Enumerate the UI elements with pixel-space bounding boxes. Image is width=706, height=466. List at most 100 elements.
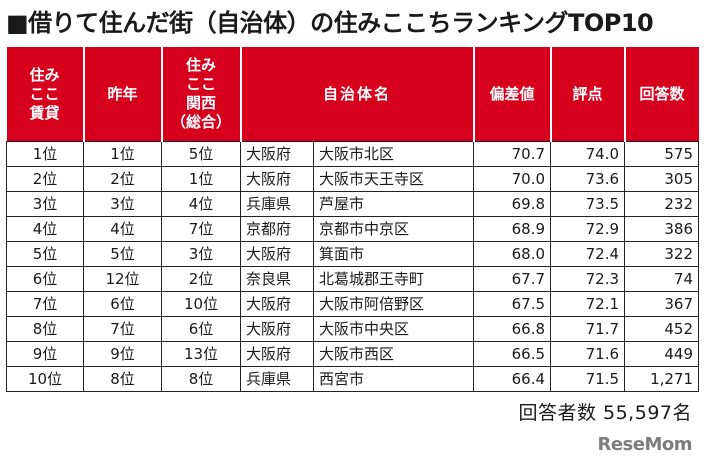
table-row: 9位 9位 13位 大阪府 大阪市西区 66.5 71.6 449 — [6, 341, 700, 367]
responses-cell: 74 — [624, 266, 700, 292]
score-cell: 72.4 — [550, 241, 626, 267]
responses-cell: 305 — [624, 166, 700, 192]
rank-cell: 1位 — [6, 141, 84, 167]
prefecture-cell: 大阪府 — [240, 166, 314, 192]
header-rank-rent: 住み ここ 賃貸 — [6, 47, 84, 142]
table-row: 2位 2位 1位 大阪府 大阪市天王寺区 70.0 73.6 305 — [6, 166, 700, 192]
resemom-logo: ReseMom — [597, 434, 692, 455]
prev-year-cell: 4位 — [83, 216, 162, 242]
rank-cell: 6位 — [6, 266, 84, 292]
deviation-cell: 70.0 — [473, 166, 552, 192]
table-row: 7位 6位 10位 大阪府 大阪市阿倍野区 67.5 72.1 367 — [6, 291, 700, 317]
deviation-cell: 66.5 — [473, 341, 552, 367]
prefecture-cell: 大阪府 — [240, 141, 314, 167]
responses-cell: 386 — [624, 216, 700, 242]
responses-cell: 575 — [624, 141, 700, 167]
prefecture-cell: 兵庫県 — [240, 191, 314, 217]
city-cell: 箕面市 — [312, 241, 475, 267]
table-row: 10位 8位 8位 兵庫県 西宮市 66.4 71.5 1,271 — [6, 366, 700, 392]
table-header-row: 住み ここ 賃貸 昨年 住み ここ 関西 （総合） 自治体名 偏差値 評点 — [6, 47, 699, 142]
prev-year-cell: 12位 — [83, 266, 162, 292]
prefecture-cell: 大阪府 — [240, 291, 314, 317]
deviation-cell: 66.8 — [473, 316, 552, 342]
city-cell: 北葛城郡王寺町 — [312, 266, 475, 292]
score-cell: 72.3 — [550, 266, 626, 292]
prefecture-cell: 兵庫県 — [240, 366, 314, 392]
prefecture-cell: 奈良県 — [240, 266, 314, 292]
table-row: 4位 4位 7位 京都府 京都市中京区 68.9 72.9 386 — [6, 216, 700, 242]
header-score: 評点 — [549, 47, 625, 142]
city-cell: 大阪市中央区 — [312, 316, 475, 342]
prev-year-cell: 6位 — [83, 291, 162, 317]
prefecture-cell: 大阪府 — [240, 341, 314, 367]
prev-year-cell: 9位 — [83, 341, 162, 367]
prefecture-cell: 京都府 — [240, 216, 314, 242]
kansai-rank-cell: 4位 — [161, 191, 241, 217]
header-responses: 回答数 — [623, 47, 699, 142]
prefecture-cell: 大阪府 — [240, 241, 314, 267]
kansai-rank-cell: 13位 — [161, 341, 241, 367]
city-cell: 芦屋市 — [312, 191, 475, 217]
ranking-table: 住み ここ 賃貸 昨年 住み ここ 関西 （総合） 自治体名 偏差値 評点 — [6, 47, 700, 392]
prefecture-cell: 大阪府 — [240, 316, 314, 342]
table-row: 6位 12位 2位 奈良県 北葛城郡王寺町 67.7 72.3 74 — [6, 266, 700, 292]
kansai-rank-cell: 3位 — [161, 241, 241, 267]
deviation-cell: 70.7 — [473, 141, 552, 167]
kansai-rank-cell: 1位 — [161, 166, 241, 192]
rank-cell: 9位 — [6, 341, 84, 367]
kansai-rank-cell: 10位 — [161, 291, 241, 317]
deviation-cell: 67.5 — [473, 291, 552, 317]
header-rank-kansai: 住み ここ 関西 （総合） — [160, 47, 241, 142]
table-row: 8位 7位 6位 大阪府 大阪市中央区 66.8 71.7 452 — [6, 316, 700, 342]
prev-year-cell: 5位 — [83, 241, 162, 267]
kansai-rank-cell: 5位 — [161, 141, 241, 167]
prev-year-cell: 8位 — [83, 366, 162, 392]
rank-cell: 2位 — [6, 166, 84, 192]
responses-cell: 367 — [624, 291, 700, 317]
score-cell: 73.5 — [550, 191, 626, 217]
city-cell: 大阪市天王寺区 — [312, 166, 475, 192]
responses-cell: 452 — [624, 316, 700, 342]
city-cell: 西宮市 — [312, 366, 475, 392]
deviation-cell: 69.8 — [473, 191, 552, 217]
page-title: ■借りて住んだ街（自治体）の住みここちランキングTOP10 — [6, 9, 654, 37]
rank-cell: 7位 — [6, 291, 84, 317]
deviation-cell: 68.9 — [473, 216, 552, 242]
rank-cell: 4位 — [6, 216, 84, 242]
city-cell: 大阪市阿倍野区 — [312, 291, 475, 317]
city-cell: 京都市中京区 — [312, 216, 475, 242]
score-cell: 74.0 — [550, 141, 626, 167]
score-cell: 72.9 — [550, 216, 626, 242]
rank-cell: 10位 — [6, 366, 84, 392]
respondents-count: 回答者数 55,597名 — [518, 402, 692, 424]
city-cell: 大阪市北区 — [312, 141, 475, 167]
deviation-cell: 68.0 — [473, 241, 552, 267]
city-cell: 大阪市西区 — [312, 341, 475, 367]
deviation-cell: 66.4 — [473, 366, 552, 392]
header-prev-year: 昨年 — [82, 47, 162, 142]
prev-year-cell: 2位 — [83, 166, 162, 192]
score-cell: 71.5 — [550, 366, 626, 392]
score-cell: 71.7 — [550, 316, 626, 342]
responses-cell: 232 — [624, 191, 700, 217]
prev-year-cell: 7位 — [83, 316, 162, 342]
table-row: 5位 5位 3位 大阪府 箕面市 68.0 72.4 322 — [6, 241, 700, 267]
score-cell: 73.6 — [550, 166, 626, 192]
kansai-rank-cell: 7位 — [161, 216, 241, 242]
score-cell: 71.6 — [550, 341, 626, 367]
responses-cell: 449 — [624, 341, 700, 367]
kansai-rank-cell: 6位 — [161, 316, 241, 342]
responses-cell: 1,271 — [624, 366, 700, 392]
kansai-rank-cell: 2位 — [161, 266, 241, 292]
kansai-rank-cell: 8位 — [161, 366, 241, 392]
prev-year-cell: 1位 — [83, 141, 162, 167]
header-municipality: 自治体名 — [239, 47, 474, 142]
header-deviation: 偏差値 — [472, 47, 551, 142]
score-cell: 72.1 — [550, 291, 626, 317]
rank-cell: 3位 — [6, 191, 84, 217]
rank-cell: 5位 — [6, 241, 84, 267]
deviation-cell: 67.7 — [473, 266, 552, 292]
table-row: 3位 3位 4位 兵庫県 芦屋市 69.8 73.5 232 — [6, 191, 700, 217]
responses-cell: 322 — [624, 241, 700, 267]
prev-year-cell: 3位 — [83, 191, 162, 217]
